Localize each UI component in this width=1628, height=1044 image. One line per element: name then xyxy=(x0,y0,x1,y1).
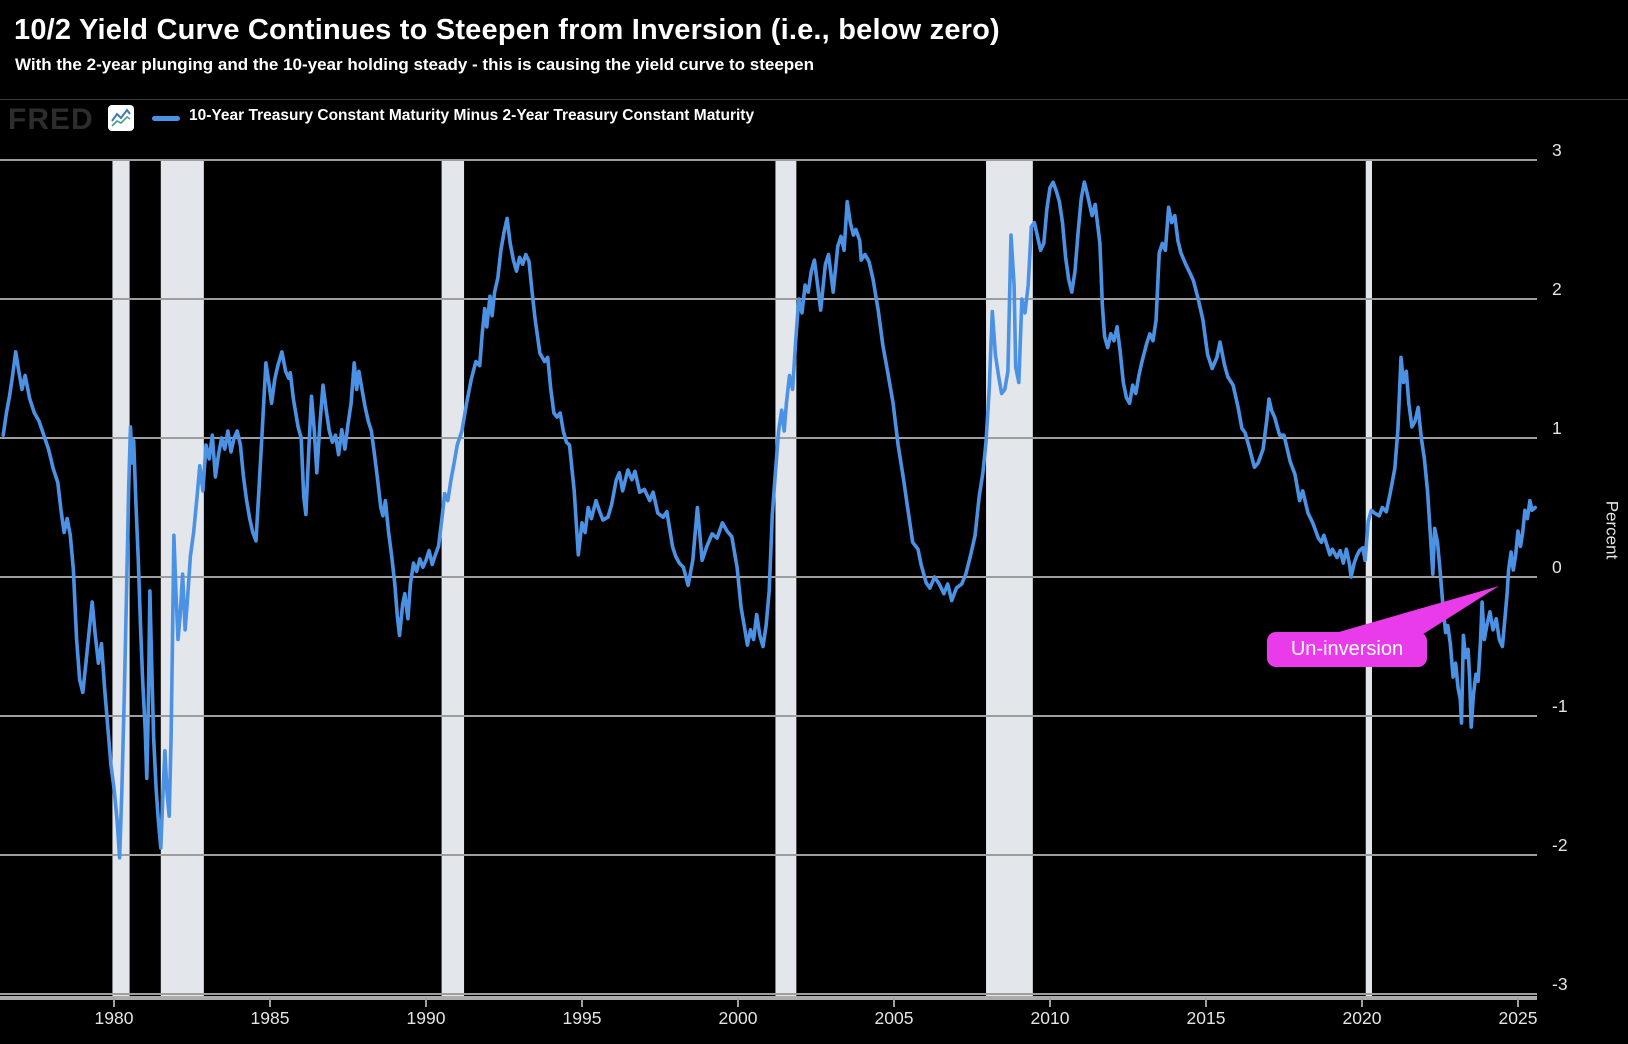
x-tick-label: 2010 xyxy=(1030,1008,1070,1028)
gridlines xyxy=(0,159,1537,1000)
y-tick-label: -2 xyxy=(1552,835,1568,855)
un-inversion-annotation: Un-inversion xyxy=(1267,632,1427,667)
x-tick-label: 1990 xyxy=(406,1008,446,1028)
x-tick-label: 1980 xyxy=(94,1008,134,1028)
x-tick-label: 2025 xyxy=(1498,1008,1538,1028)
y-tick-label: 2 xyxy=(1552,279,1562,299)
x-tick-label: 1995 xyxy=(562,1008,602,1028)
y-tick-label: -3 xyxy=(1552,974,1568,994)
y-tick-label: 1 xyxy=(1552,418,1562,438)
fred-logo: FRED xyxy=(8,103,94,136)
spread-line-series xyxy=(1,180,1537,860)
legend-series-label: 10-Year Treasury Constant Maturity Minus… xyxy=(189,107,755,124)
page-title: 10/2 Yield Curve Continues to Steepen fr… xyxy=(14,14,1000,46)
x-tick-label: 1985 xyxy=(250,1008,290,1028)
y-tick-label: 0 xyxy=(1552,557,1562,577)
header-divider xyxy=(0,99,1628,100)
y-tick-label: -1 xyxy=(1552,696,1568,716)
y-tick-label: 3 xyxy=(1552,140,1562,160)
fred-chart-icon xyxy=(108,105,134,131)
legend-row: FRED 10-Year Treasury Constant Maturity … xyxy=(8,103,1628,136)
recession-bands xyxy=(112,160,1372,998)
page-subtitle: With the 2-year plunging and the 10-year… xyxy=(15,55,815,74)
x-axis-ticks xyxy=(113,998,1519,1007)
x-tick-label: 2020 xyxy=(1342,1008,1382,1028)
y-axis-title: Percent xyxy=(1602,500,1622,560)
x-tick-label: 2005 xyxy=(874,1008,914,1028)
legend-line-swatch xyxy=(152,116,180,121)
x-tick-label: 2015 xyxy=(1186,1008,1226,1028)
x-tick-label: 2000 xyxy=(718,1008,758,1028)
